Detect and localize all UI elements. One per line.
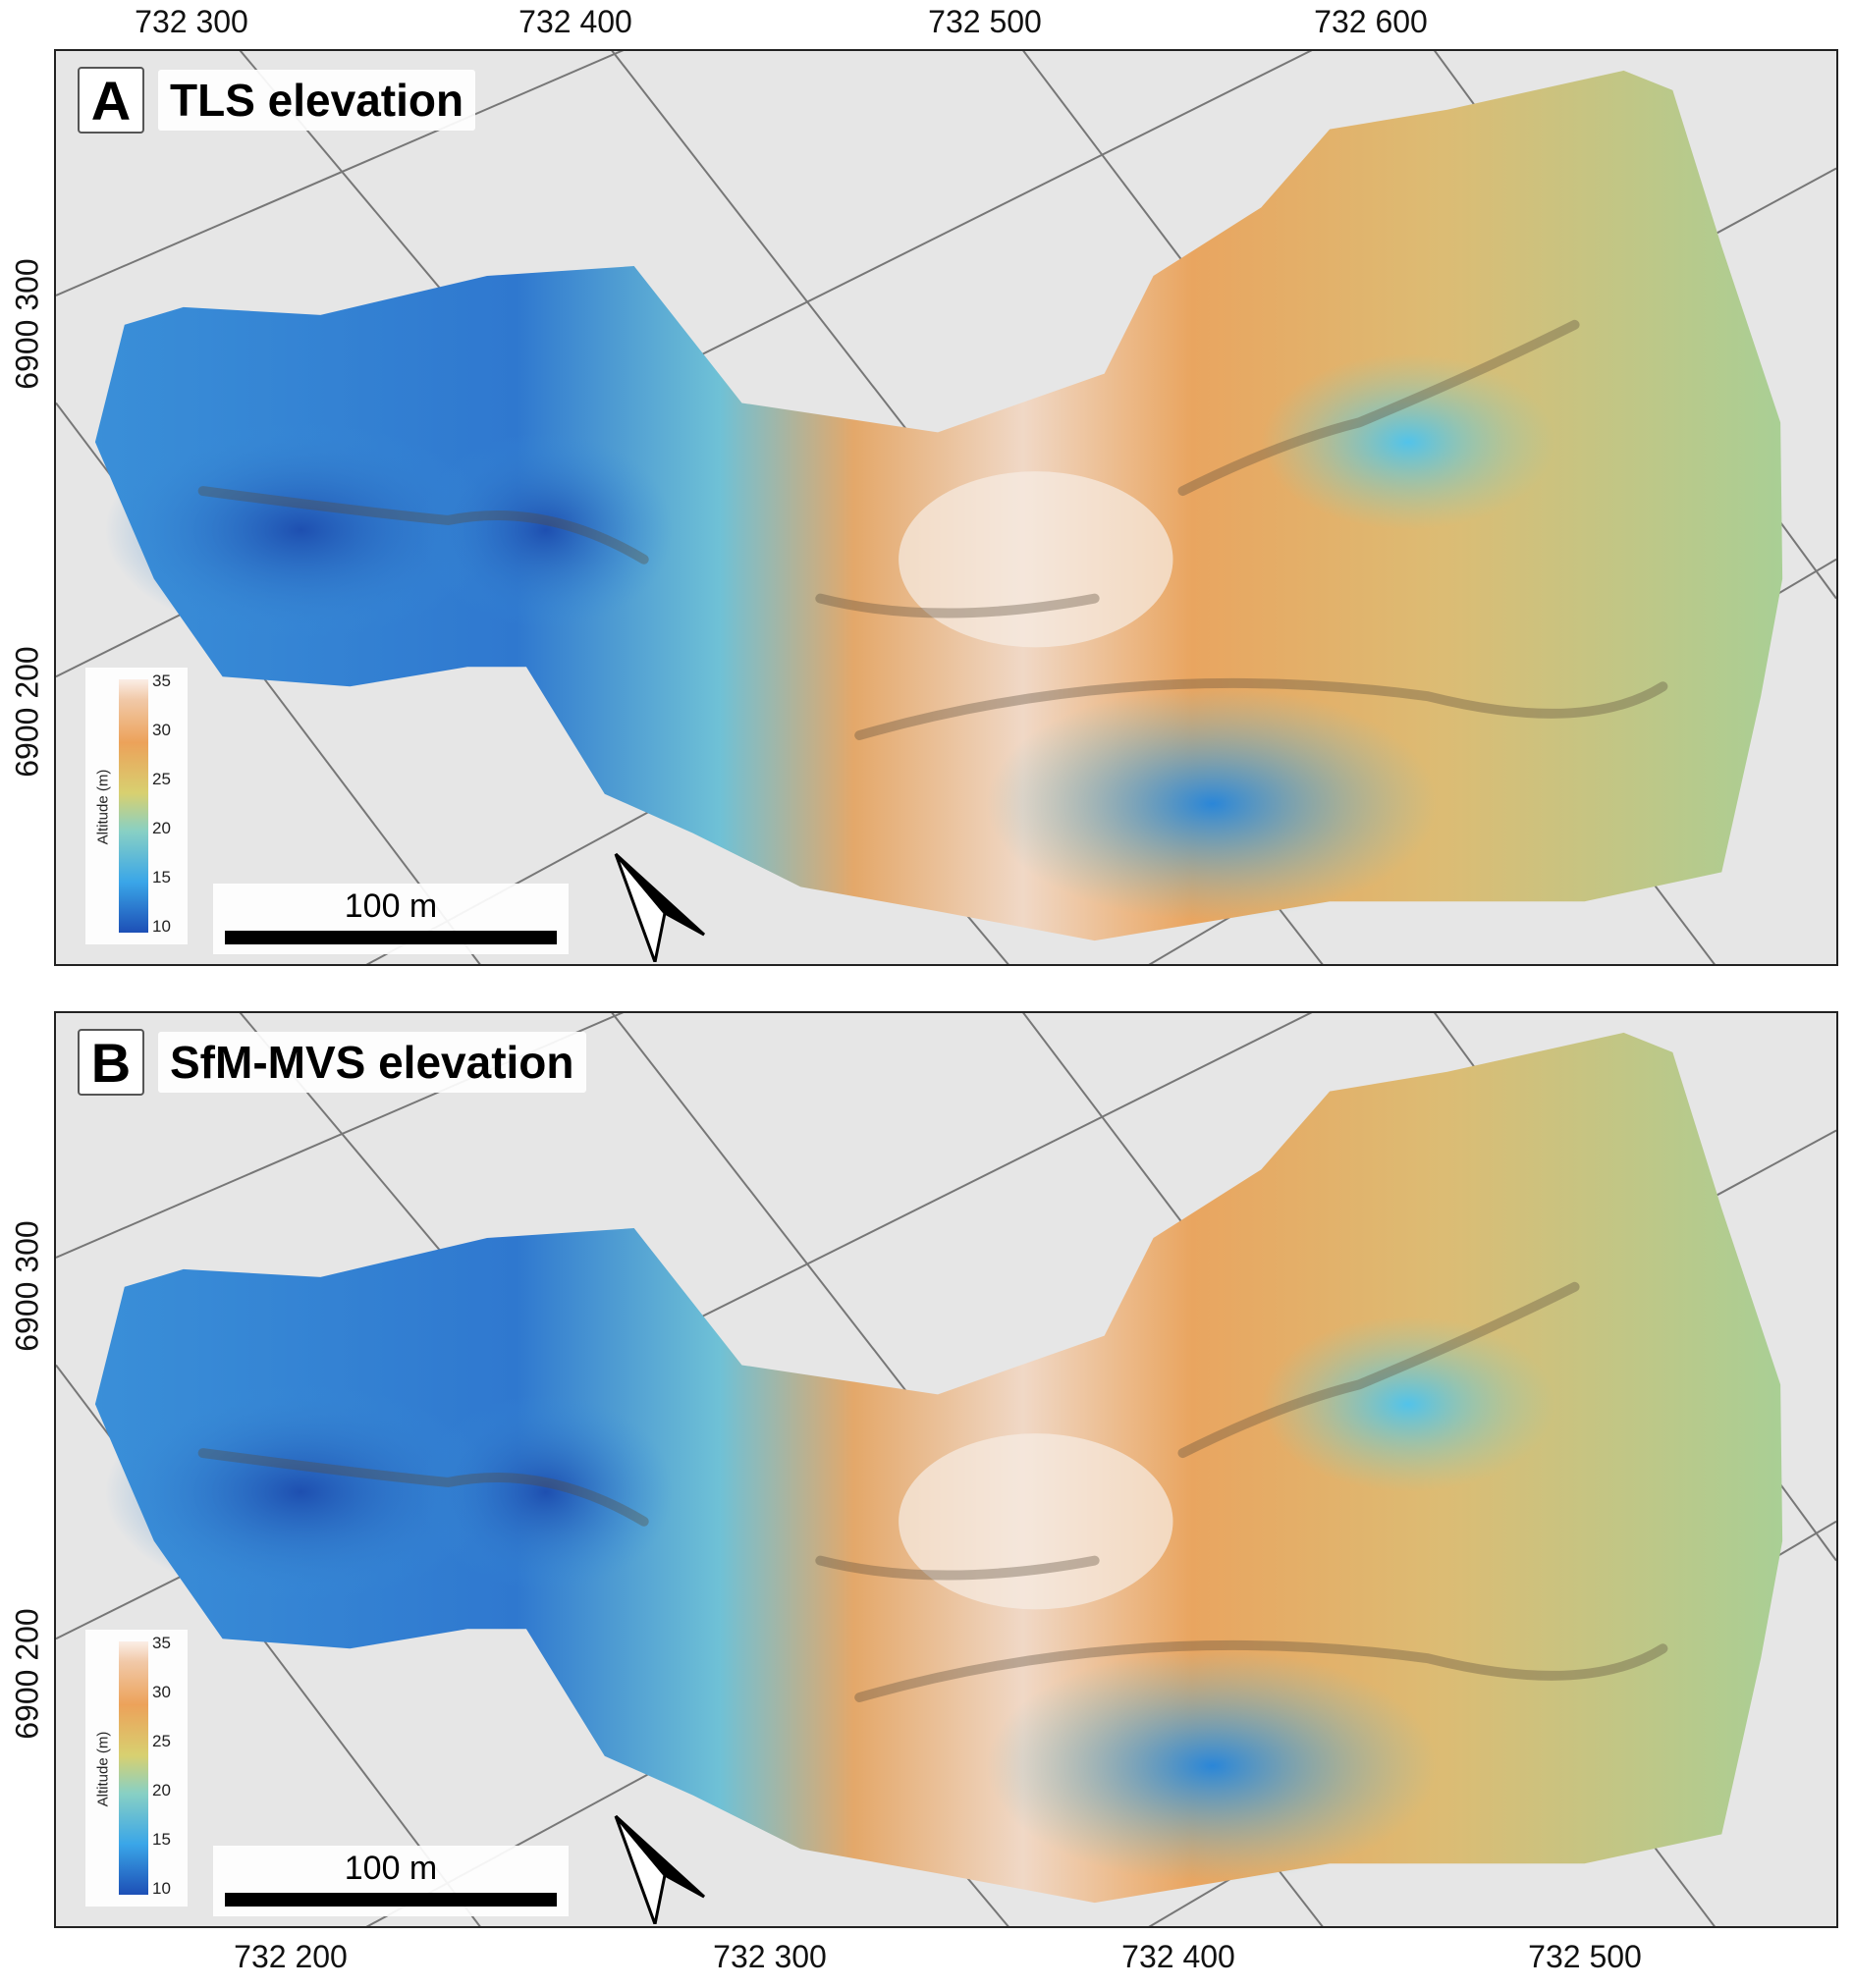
top-axis-tick: 732 300 [135,4,248,39]
legend-tick: 25 [152,1732,171,1750]
y-axis-tick: 6900 300 [9,258,45,390]
north-arrow-icon [614,852,706,962]
legend-title: Altitude (m) [94,769,112,845]
bottom-axis-tick: 732 300 [713,1939,827,1974]
altitude-legend: Altitude (m) 35 30 25 20 15 10 [85,668,188,944]
bottom-axis-tick: 732 400 [1121,1939,1235,1974]
legend-tick: 10 [152,1879,171,1898]
legend-title: Altitude (m) [94,1731,112,1807]
scale-line [225,1893,557,1907]
legend-tick: 15 [152,1830,171,1849]
legend-tick: 30 [152,1683,171,1701]
color-ramp [119,1641,148,1895]
y-axis-tick: 6900 300 [9,1220,45,1352]
altitude-legend: Altitude (m) 35 30 25 20 15 10 [85,1630,188,1907]
panel-letter: B [78,1029,144,1096]
panel-title: TLS elevation [158,70,476,131]
panel-a-map: A TLS elevation Altitude (m) 35 30 25 20… [54,49,1838,966]
panel-letter: A [78,67,144,134]
legend-tick: 35 [152,1634,171,1652]
color-ramp [119,679,148,933]
elevation-map [56,1013,1836,1926]
scale-label: 100 m [344,1850,438,1887]
legend-tick: 25 [152,770,171,788]
top-axis-tick: 732 400 [518,4,632,39]
panel-b-header: B SfM-MVS elevation [78,1029,586,1096]
y-axis-tick: 6900 200 [9,1608,45,1740]
bottom-axis-tick: 732 500 [1528,1939,1642,1974]
legend-tick: 20 [152,819,171,837]
legend-tick: 35 [152,672,171,690]
panel-a-header: A TLS elevation [78,67,476,134]
north-arrow-icon [614,1814,706,1924]
legend-tick: 20 [152,1781,171,1800]
scale-bar: 100 m [213,1846,569,1916]
bottom-axis-tick: 732 200 [234,1939,348,1974]
scale-line [225,931,557,944]
elevation-map [56,51,1836,964]
panel-title: SfM-MVS elevation [158,1032,586,1093]
scale-label: 100 m [344,887,438,925]
top-axis-tick: 732 600 [1314,4,1428,39]
legend-tick: 10 [152,917,171,936]
top-axis-tick: 732 500 [928,4,1042,39]
y-axis-tick: 6900 200 [9,646,45,778]
scale-bar: 100 m [213,884,569,954]
legend-tick: 30 [152,721,171,739]
panel-b-map: B SfM-MVS elevation Altitude (m) 35 30 2… [54,1011,1838,1928]
legend-tick: 15 [152,868,171,887]
